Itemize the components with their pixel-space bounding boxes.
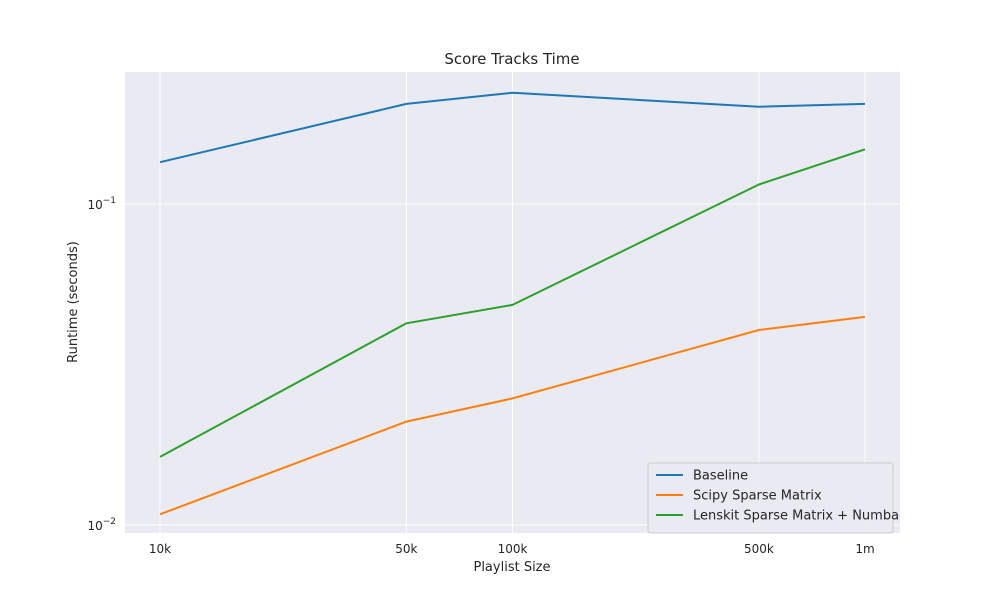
legend-label: Baseline — [693, 469, 748, 484]
legend-label: Lenskit Sparse Matrix + Numba — [693, 509, 899, 524]
x-tick-label: 50k — [395, 542, 417, 556]
chart-title: Score Tracks Time — [444, 50, 579, 68]
x-tick-labels: 10k 50k 100k 500k 1m — [149, 542, 875, 556]
x-tick-label: 100k — [498, 542, 528, 556]
series-lines — [159, 91, 866, 516]
legend-label: Scipy Sparse Matrix — [693, 489, 822, 504]
x-axis-label: Playlist Size — [473, 560, 550, 575]
series-line-0 — [159, 91, 866, 164]
series-line-1 — [159, 315, 866, 516]
y-tick-label: 10−2 — [87, 517, 116, 533]
x-tick-label: 1m — [855, 542, 874, 556]
legend-box — [647, 462, 894, 534]
x-tick-label: 10k — [149, 542, 171, 556]
y-axis-label: Runtime (seconds) — [66, 241, 81, 363]
y-tick-label: 10−1 — [87, 196, 116, 212]
legend: Baseline Scipy Sparse Matrix Lenskit Spars… — [647, 462, 899, 534]
series-line-2 — [159, 148, 866, 458]
y-tick-labels: 10−2 10−1 — [87, 196, 116, 533]
x-tick-label: 500k — [744, 542, 774, 556]
